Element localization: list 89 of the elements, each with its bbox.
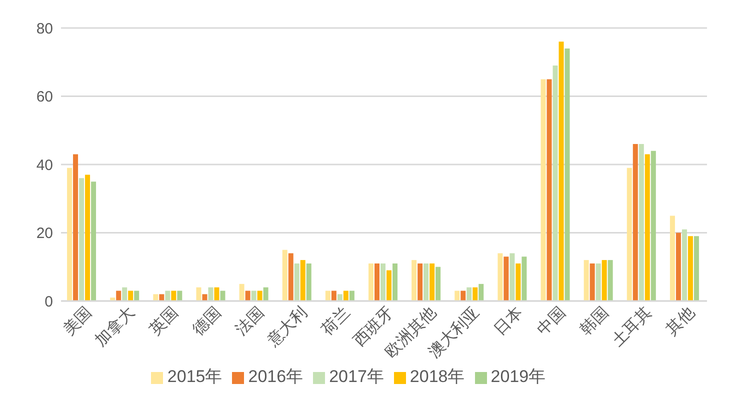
bar bbox=[418, 263, 423, 301]
bar bbox=[460, 290, 466, 301]
bar bbox=[306, 263, 312, 301]
bar bbox=[85, 174, 90, 301]
bar bbox=[676, 232, 681, 301]
bar bbox=[436, 266, 441, 301]
y-tick-label: 20 bbox=[36, 225, 53, 242]
bar bbox=[694, 236, 699, 301]
bar bbox=[239, 284, 244, 301]
bar bbox=[558, 42, 564, 301]
bar bbox=[288, 253, 294, 301]
bar bbox=[584, 260, 589, 301]
bar bbox=[257, 290, 262, 301]
x-tick-label: 英国 bbox=[146, 303, 182, 339]
bar bbox=[300, 260, 306, 301]
bar bbox=[282, 250, 288, 301]
bar bbox=[644, 154, 650, 301]
bar bbox=[392, 263, 398, 301]
bar bbox=[540, 79, 546, 301]
bar bbox=[325, 290, 330, 301]
bar bbox=[374, 263, 380, 301]
bar bbox=[632, 144, 638, 301]
y-tick-label: 0 bbox=[44, 293, 53, 310]
bar bbox=[67, 168, 72, 301]
bar bbox=[498, 253, 503, 301]
x-tick-label: 中国 bbox=[534, 303, 569, 339]
bar bbox=[504, 256, 509, 301]
bar bbox=[608, 260, 613, 301]
bar bbox=[466, 287, 472, 301]
bar bbox=[220, 290, 226, 301]
legend-label: 2017年 bbox=[329, 367, 384, 386]
bar bbox=[202, 294, 208, 301]
bar bbox=[177, 290, 182, 301]
bar bbox=[546, 79, 552, 301]
bar bbox=[73, 154, 78, 301]
y-tick-label: 60 bbox=[36, 88, 53, 106]
bar bbox=[602, 260, 607, 301]
bar bbox=[214, 287, 220, 301]
y-tick-label: 40 bbox=[36, 156, 53, 174]
bar bbox=[688, 236, 693, 301]
bar bbox=[472, 287, 478, 301]
bar bbox=[380, 263, 386, 301]
bar bbox=[343, 290, 348, 301]
x-tick-label: 日本 bbox=[490, 303, 526, 339]
bar bbox=[91, 182, 96, 301]
bar bbox=[386, 270, 392, 301]
y-tick-label: 80 bbox=[36, 20, 53, 38]
legend-label: 2018年 bbox=[410, 367, 465, 386]
bar bbox=[638, 144, 644, 301]
bar bbox=[208, 287, 214, 301]
bar bbox=[454, 290, 460, 301]
bar bbox=[510, 253, 515, 301]
bar bbox=[430, 263, 435, 301]
bar bbox=[552, 66, 558, 301]
bar bbox=[245, 290, 250, 301]
bar bbox=[650, 150, 656, 301]
legend-label: 2019年 bbox=[490, 367, 546, 386]
bar bbox=[294, 263, 300, 301]
bar bbox=[349, 290, 354, 301]
bar bbox=[79, 178, 84, 301]
bar bbox=[128, 290, 134, 301]
bar bbox=[564, 48, 570, 301]
bar bbox=[596, 263, 601, 301]
bar bbox=[331, 290, 336, 301]
bar bbox=[424, 263, 429, 301]
bar bbox=[412, 260, 417, 301]
bar bbox=[522, 256, 527, 301]
bar bbox=[165, 290, 170, 301]
bar bbox=[263, 287, 268, 301]
bar bbox=[368, 263, 374, 301]
bar bbox=[516, 263, 521, 301]
bar bbox=[251, 290, 256, 301]
x-tick-label: 德国 bbox=[190, 304, 224, 339]
bar bbox=[153, 294, 158, 301]
bar bbox=[682, 229, 687, 301]
bar bbox=[116, 290, 122, 301]
x-tick-label: 其他 bbox=[662, 303, 698, 339]
bar bbox=[626, 168, 632, 301]
bar bbox=[478, 284, 484, 301]
bar bbox=[171, 290, 176, 301]
bar bbox=[670, 216, 675, 301]
bar bbox=[134, 290, 140, 301]
legend-label: 2015年 bbox=[167, 367, 222, 386]
bar bbox=[590, 263, 595, 301]
bar bbox=[196, 287, 202, 301]
bar bbox=[159, 294, 164, 301]
bar bbox=[122, 287, 128, 301]
legend-label: 2016年 bbox=[248, 367, 304, 386]
bar bbox=[337, 294, 342, 301]
